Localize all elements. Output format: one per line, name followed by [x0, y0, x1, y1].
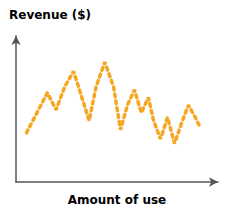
svg-text:Revenue ($): Revenue ($)	[9, 8, 91, 22]
svg-text:Amount of use: Amount of use	[68, 193, 167, 207]
